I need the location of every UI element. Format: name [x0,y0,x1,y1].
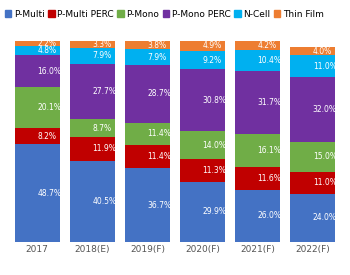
Bar [70,41,115,48]
Bar [290,55,335,77]
Text: 11.0%: 11.0% [313,178,337,187]
Bar [235,50,280,71]
Bar [180,131,225,159]
Text: 16.1%: 16.1% [258,146,281,155]
Bar [125,49,170,65]
Text: 48.7%: 48.7% [37,189,61,198]
Bar [15,87,60,128]
Text: 26.0%: 26.0% [258,211,282,220]
Bar [15,41,60,46]
Text: 10.4%: 10.4% [258,56,282,65]
Bar [235,167,280,190]
Bar [125,168,170,242]
Text: 11.3%: 11.3% [203,166,226,175]
Bar [180,182,225,242]
Text: 32.0%: 32.0% [313,105,337,114]
Bar [70,137,115,161]
Bar [70,64,115,119]
Text: 40.5%: 40.5% [92,197,117,206]
Bar [290,142,335,172]
Text: 14.0%: 14.0% [203,141,226,150]
Bar [290,47,335,55]
Text: 30.8%: 30.8% [203,96,226,105]
Text: 7.9%: 7.9% [92,51,112,60]
Bar [235,41,280,50]
Bar [180,41,225,51]
Bar [15,46,60,55]
Text: 11.4%: 11.4% [147,130,172,139]
Text: 4.0%: 4.0% [313,47,332,56]
Bar [15,128,60,144]
Bar [125,123,170,145]
Text: 9.2%: 9.2% [203,56,222,65]
Bar [70,48,115,64]
Text: 11.9%: 11.9% [92,144,116,153]
Bar [125,42,170,49]
Text: 4.9%: 4.9% [203,42,222,51]
Text: 4.8%: 4.8% [37,46,56,55]
Legend: P-Multi, P-Multi PERC, P-Mono, P-Mono PERC, N-Cell, Thin Film: P-Multi, P-Multi PERC, P-Mono, P-Mono PE… [5,10,324,19]
Bar [70,161,115,242]
Bar [290,194,335,242]
Bar [180,159,225,182]
Text: 20.1%: 20.1% [37,103,61,112]
Text: 24.0%: 24.0% [313,213,337,222]
Bar [125,65,170,123]
Bar [15,55,60,87]
Bar [235,190,280,242]
Bar [235,134,280,167]
Text: 15.0%: 15.0% [313,152,337,161]
Text: 28.7%: 28.7% [147,89,172,98]
Text: 36.7%: 36.7% [147,201,172,210]
Text: 3.8%: 3.8% [147,41,167,50]
Bar [125,145,170,168]
Bar [235,71,280,134]
Text: 11.6%: 11.6% [258,174,281,183]
Text: 2.2%: 2.2% [37,39,56,48]
Text: 8.7%: 8.7% [92,123,112,133]
Text: 11.0%: 11.0% [313,62,337,71]
Text: 7.9%: 7.9% [147,53,167,62]
Text: 3.3%: 3.3% [92,40,112,49]
Text: 31.7%: 31.7% [258,98,282,107]
Bar [290,172,335,194]
Text: 27.7%: 27.7% [92,87,117,96]
Bar [70,119,115,137]
Text: 4.2%: 4.2% [258,41,277,50]
Bar [180,51,225,69]
Bar [290,77,335,142]
Text: 8.2%: 8.2% [37,131,56,141]
Text: 11.4%: 11.4% [147,152,172,161]
Bar [180,69,225,131]
Text: 29.9%: 29.9% [203,208,226,216]
Text: 16.0%: 16.0% [37,67,61,76]
Bar [15,144,60,242]
